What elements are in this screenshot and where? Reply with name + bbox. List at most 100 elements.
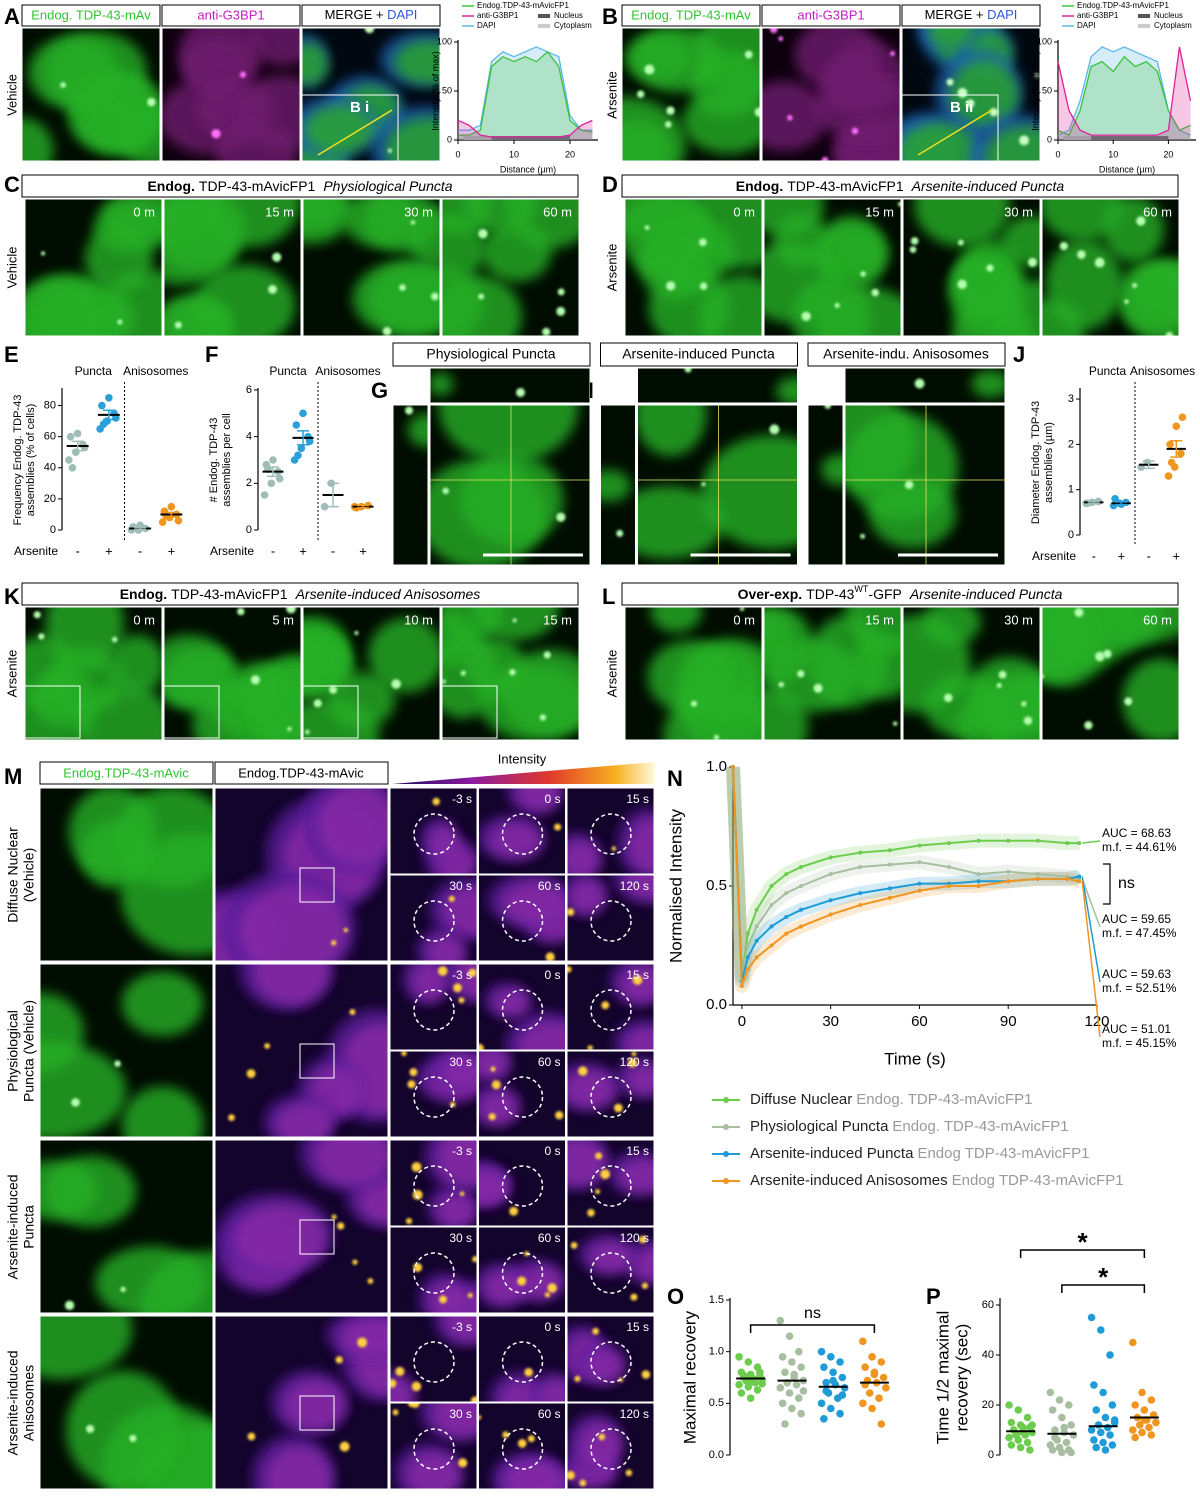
punctum xyxy=(544,1292,551,1298)
micrograph xyxy=(215,1316,388,1489)
header-box xyxy=(621,582,1179,606)
bleach-roi xyxy=(590,989,632,1031)
punctum xyxy=(354,630,359,636)
data-point xyxy=(829,1368,837,1377)
legend-label: anti-G3BP1 xyxy=(477,11,519,20)
micrograph xyxy=(567,1227,654,1313)
profile-line xyxy=(1057,55,1191,136)
data-point xyxy=(756,1368,764,1377)
micrograph xyxy=(40,788,213,961)
title-suffix: -GFP xyxy=(868,586,901,602)
data-point xyxy=(1145,1423,1153,1432)
time-label: 120 s xyxy=(620,879,649,893)
data-point xyxy=(1007,1418,1016,1427)
punctum xyxy=(412,1189,423,1200)
data-point xyxy=(817,1399,826,1408)
bleach-roi xyxy=(501,989,544,1031)
data-point xyxy=(1067,1448,1075,1457)
time-label: 10 m xyxy=(404,612,433,627)
punctum xyxy=(631,1051,637,1057)
data-point xyxy=(1101,1446,1110,1454)
cell xyxy=(444,1316,477,1343)
punctum xyxy=(405,1217,413,1225)
time-label: 0 s xyxy=(544,968,560,982)
data-point xyxy=(1007,1441,1016,1449)
punctum xyxy=(250,675,260,685)
punctum xyxy=(111,636,118,643)
cell xyxy=(698,274,762,336)
time-label: 30 m xyxy=(404,204,433,219)
label: Arsenite-induced xyxy=(5,1174,21,1279)
cell xyxy=(30,667,95,727)
punctum xyxy=(174,321,182,329)
y-tick-label: 2 xyxy=(246,477,252,489)
punctum xyxy=(769,424,780,435)
cell xyxy=(1042,607,1111,687)
data-point xyxy=(260,491,269,499)
punctum xyxy=(407,1080,416,1089)
x-tick-label: 0 xyxy=(738,1013,746,1030)
micrograph xyxy=(478,964,566,1050)
micrograph xyxy=(764,607,901,740)
micrograph xyxy=(625,199,762,336)
x-tick-label: - xyxy=(138,543,142,558)
micrograph xyxy=(40,1140,213,1313)
group-label: Anisosomes xyxy=(1130,364,1195,378)
micrograph xyxy=(478,1140,566,1226)
cell xyxy=(368,617,440,693)
channel-label: MERGE + DAPI xyxy=(925,7,1018,22)
data-point xyxy=(1058,1413,1066,1422)
y-tick-label: 0.0 xyxy=(706,996,727,1013)
punctum xyxy=(331,1214,337,1220)
data-point xyxy=(799,907,804,912)
y-tick-label: 60 xyxy=(982,1299,994,1311)
data-point xyxy=(1094,1421,1103,1429)
time-label: 60 s xyxy=(538,879,561,893)
punctum xyxy=(713,734,720,740)
x-tick-label: 60 xyxy=(911,1013,928,1030)
punctum xyxy=(502,1431,510,1439)
micrograph xyxy=(903,199,1040,336)
punctum xyxy=(778,681,784,688)
cytoplasm-region xyxy=(463,136,492,140)
data-point xyxy=(65,456,73,464)
panel-title: Endog. TDP-43-mAvicFP1 Arsenite-induced Pu… xyxy=(736,178,1065,194)
data-point xyxy=(1178,413,1187,421)
bleach-roi xyxy=(590,900,632,942)
punctum xyxy=(555,1111,564,1120)
punctum xyxy=(517,1276,527,1286)
merge-label: MERGE + xyxy=(325,7,388,22)
label-connector xyxy=(1081,878,1101,928)
time-label: -3 s xyxy=(452,1320,472,1334)
legend-label: Arsenite-induced Anisosomes Endog TDP-43-… xyxy=(750,1172,1124,1189)
time-label: 60 s xyxy=(538,1055,561,1069)
punctum xyxy=(684,368,692,373)
time-label: 0 s xyxy=(544,792,560,806)
panel-letter: C xyxy=(4,172,20,197)
bleach-roi xyxy=(501,900,544,942)
cell xyxy=(253,964,329,1005)
data-point xyxy=(1077,874,1082,879)
punctum xyxy=(744,50,753,59)
cell xyxy=(618,1158,654,1194)
data-point xyxy=(99,420,108,429)
data-point xyxy=(858,864,863,869)
x-tick-label: 10 xyxy=(509,149,519,159)
bleach-roi xyxy=(413,1341,455,1383)
x-tick-label: + xyxy=(299,543,307,558)
data-point xyxy=(754,938,759,943)
data-point xyxy=(861,1363,869,1371)
cell xyxy=(483,1270,527,1306)
punctum xyxy=(547,1283,557,1293)
punctum xyxy=(664,121,672,128)
data-point xyxy=(1108,1401,1117,1409)
x-tick-label: 20 xyxy=(1163,149,1173,159)
title-prefix: Endog. xyxy=(147,178,194,194)
cell xyxy=(903,615,971,712)
time-label: -3 s xyxy=(452,968,472,982)
data-point xyxy=(838,1391,847,1399)
data-point xyxy=(868,1353,876,1361)
micrograph xyxy=(478,1316,566,1402)
data-point xyxy=(917,860,922,865)
x-tick-label: - xyxy=(331,543,335,558)
